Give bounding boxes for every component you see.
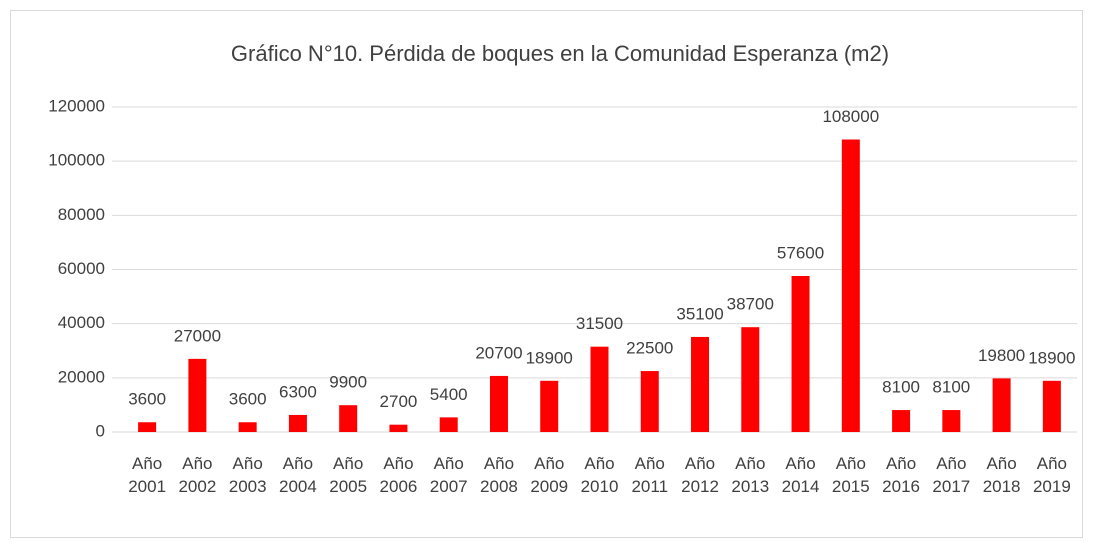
bar (942, 410, 961, 432)
bar (590, 346, 609, 432)
data-label: 20700 (475, 343, 522, 362)
bar (138, 422, 157, 432)
data-label: 31500 (576, 314, 623, 333)
data-label: 19800 (978, 346, 1025, 365)
bar (188, 358, 207, 432)
x-tick-label: Año 2009 (530, 454, 568, 496)
data-label: 38700 (727, 295, 774, 314)
y-tick-label: 0 (96, 421, 105, 440)
x-tick-label: Año 2011 (631, 454, 668, 496)
x-tick-label: Año 2008 (480, 454, 518, 496)
bar (791, 276, 810, 432)
data-label: 5400 (430, 385, 468, 404)
bar (741, 327, 760, 432)
bar (1042, 380, 1061, 432)
data-label: 9900 (329, 373, 367, 392)
bar (892, 410, 911, 432)
y-tick-label: 60000 (58, 259, 105, 278)
data-label: 3600 (128, 390, 166, 409)
bar (288, 414, 307, 432)
x-tick-label: Año 2005 (329, 454, 367, 496)
x-tick-label: Año 2004 (279, 454, 317, 496)
data-label: 8100 (932, 378, 970, 397)
y-tick-label: 20000 (58, 367, 105, 386)
data-label: 8100 (882, 378, 920, 397)
x-tick-label: Año 2002 (178, 454, 216, 496)
x-tick-label: Año 2007 (430, 454, 468, 496)
data-label: 3600 (229, 390, 267, 409)
data-label: 2700 (380, 392, 418, 411)
bar (640, 371, 659, 432)
y-tick-label: 40000 (58, 313, 105, 332)
bar (339, 405, 358, 432)
x-tick-label: Año 2001 (128, 454, 166, 496)
chart-border (10, 10, 1083, 538)
data-label: 57600 (777, 243, 824, 262)
data-label: 22500 (626, 339, 673, 358)
bar (691, 336, 710, 432)
data-label: 18900 (526, 348, 573, 367)
x-tick-label: Año 2014 (782, 454, 820, 496)
x-tick-label: Año 2013 (731, 454, 769, 496)
data-label: 108000 (822, 107, 879, 126)
x-tick-label: Año 2003 (229, 454, 267, 496)
x-tick-label: Año 2010 (581, 454, 619, 496)
data-label: 35100 (676, 304, 723, 323)
bar (238, 422, 257, 432)
x-tick-label: Año 2017 (932, 454, 970, 496)
y-tick-label: 80000 (58, 205, 105, 224)
bar (841, 139, 860, 432)
bar (439, 417, 458, 432)
data-label: 6300 (279, 382, 317, 401)
bar (389, 424, 408, 432)
x-tick-label: Año 2015 (832, 454, 870, 496)
chart-title: Gráfico N°10. Pérdida de boques en la Co… (231, 41, 889, 66)
bar (992, 378, 1011, 432)
x-tick-label: Año 2012 (681, 454, 719, 496)
x-tick-label: Año 2019 (1033, 454, 1071, 496)
x-tick-label: Año 2006 (380, 454, 418, 496)
data-label: 27000 (174, 326, 221, 345)
bar (489, 375, 508, 432)
data-label: 18900 (1028, 348, 1075, 367)
bar (540, 380, 559, 432)
x-tick-label: Año 2016 (882, 454, 920, 496)
y-tick-label: 120000 (48, 96, 105, 115)
x-tick-label: Año 2018 (983, 454, 1021, 496)
y-tick-label: 100000 (48, 151, 105, 170)
